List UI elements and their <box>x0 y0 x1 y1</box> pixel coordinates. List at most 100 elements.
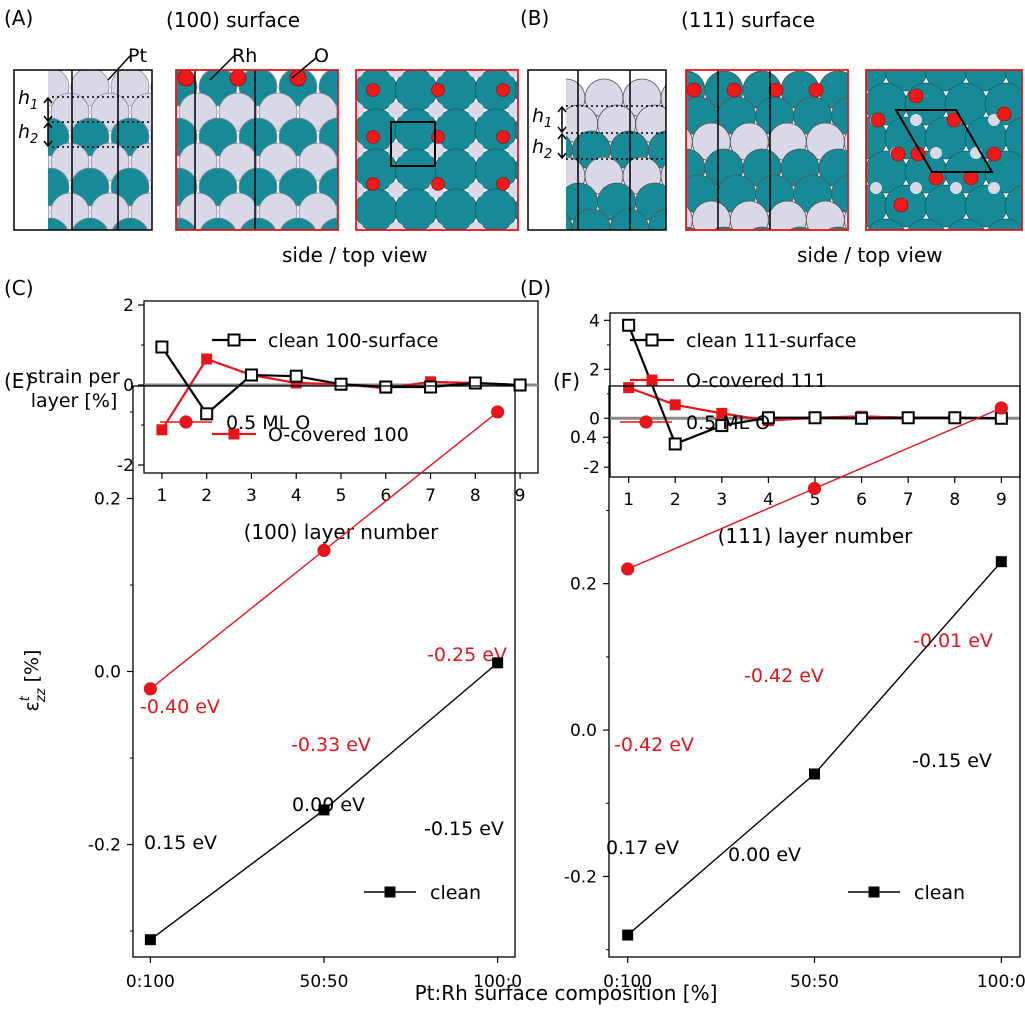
x-tick-label: 5 <box>336 486 347 506</box>
x-tick-label: 7 <box>903 490 914 510</box>
atom <box>555 269 597 311</box>
hollow-site <box>870 182 882 194</box>
atom <box>985 15 1025 57</box>
x-tick-label: 50:50 <box>790 972 839 992</box>
oxygen-atom <box>768 82 784 98</box>
data-point <box>318 804 330 816</box>
data-point <box>317 543 331 557</box>
x-tick-label: 4 <box>291 486 302 506</box>
point-label: -0.01 eV <box>913 630 993 652</box>
atom <box>767 200 807 230</box>
oxygen-atom <box>289 70 307 87</box>
x-tick-label: 2 <box>670 490 681 510</box>
atom <box>509 235 547 273</box>
atom <box>843 208 848 230</box>
h1-arrow-111 <box>557 105 567 134</box>
x-tick-label: 1 <box>623 490 634 510</box>
atom <box>691 200 731 230</box>
y-tick-label: 0.4 <box>570 428 597 448</box>
x-tick-label: 8 <box>949 490 960 510</box>
data-point <box>623 382 635 394</box>
atom <box>1005 253 1025 295</box>
data-point <box>807 481 822 496</box>
atom <box>843 130 848 154</box>
vacuum-region <box>14 70 48 230</box>
atom <box>699 235 737 273</box>
frame-100-top-o <box>355 69 519 231</box>
panel-e-label: (E) <box>4 369 32 393</box>
atom <box>661 235 699 273</box>
data-point <box>716 407 728 419</box>
point-label: 0.00 eV <box>292 794 365 816</box>
y-tick-label: -2 <box>583 458 600 478</box>
y-tick-label: 0 <box>123 376 134 396</box>
o-arrow <box>291 57 317 79</box>
data-point <box>646 374 658 386</box>
atom <box>448 228 464 230</box>
oxygen-atom <box>870 112 886 128</box>
data-point <box>948 411 962 425</box>
atom <box>319 217 338 230</box>
x-axis-label: (100) layer number <box>244 520 440 544</box>
atom <box>355 269 397 311</box>
pt-arrow <box>107 55 131 81</box>
vacuum-region <box>528 70 566 230</box>
data-point <box>155 340 169 354</box>
data-point <box>179 415 193 429</box>
x-tick-label: 3 <box>716 490 727 510</box>
x-tick-label: 6 <box>856 490 867 510</box>
atom <box>71 217 109 230</box>
point-label: 0.00 eV <box>728 844 801 866</box>
hollow-site <box>356 182 364 198</box>
x-tick-label: 5 <box>810 490 821 510</box>
atom <box>139 243 177 281</box>
data-point <box>334 377 348 391</box>
data-point <box>715 419 729 433</box>
oxygen-atom <box>431 130 445 144</box>
shared-x-axis-label: Pt:Rh surface composition [%] <box>415 981 718 1005</box>
y-tick-label: 0 <box>589 409 600 429</box>
oxygen-atom <box>496 130 510 144</box>
oxygen-atom <box>366 130 380 144</box>
data-point <box>289 369 303 383</box>
x-tick-label: 4 <box>763 490 774 510</box>
data-point <box>201 353 213 365</box>
h2-arrow <box>43 121 53 148</box>
y-tick-label: 4 <box>589 311 600 331</box>
oxygen-atom <box>726 82 742 98</box>
hollow-site <box>910 114 922 126</box>
atom <box>171 243 209 281</box>
atom <box>555 229 597 271</box>
frame-111-side-o <box>685 69 849 231</box>
hollow-site <box>356 142 364 158</box>
hollow-site <box>930 147 942 159</box>
atom <box>1004 184 1022 228</box>
hollow-site <box>428 70 444 78</box>
y-tick-label: -0.2 <box>564 867 597 887</box>
x-axis-label: (111) layer number <box>718 524 914 548</box>
y-tick-label: -0.2 <box>88 836 121 856</box>
rh-arrow <box>209 55 235 81</box>
legend-label: clean <box>430 882 481 904</box>
data-point <box>901 411 915 425</box>
atoms-111-side-o <box>686 70 848 230</box>
hollow-site <box>508 182 518 198</box>
atom <box>945 15 987 57</box>
plot-frame <box>132 385 516 958</box>
hollow-site <box>988 114 1000 126</box>
atom <box>239 217 277 230</box>
oxygen-atom <box>893 197 909 213</box>
data-point <box>156 424 168 436</box>
data-point <box>761 411 775 425</box>
oxygen-atom <box>963 170 979 186</box>
hollow-site <box>508 102 518 118</box>
atom <box>131 243 169 281</box>
panel-d-label: (D) <box>520 276 551 300</box>
frame-100-side-o <box>175 69 339 231</box>
x-tick-label: 6 <box>380 486 391 506</box>
chart-c: 1 2 3 4 5 6 7 8 9 -2 0 2 (100) layer number strain pe… <box>28 296 539 544</box>
pt-label: Pt <box>128 45 147 67</box>
atom <box>831 174 848 214</box>
y-tick-label: 0.0 <box>94 663 121 683</box>
